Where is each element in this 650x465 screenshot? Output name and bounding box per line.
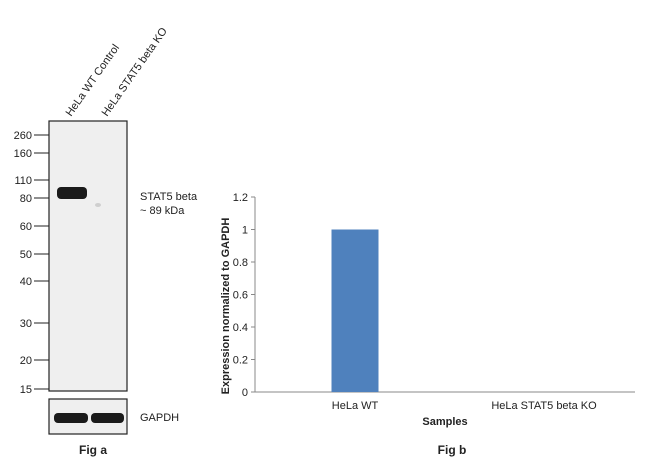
mw-marker-label: 260 xyxy=(14,130,32,142)
fig-b-caption: Fig b xyxy=(438,443,467,457)
fig-a-caption: Fig a xyxy=(79,443,107,457)
mw-marker-label: 15 xyxy=(20,384,32,396)
target-size-label: ~ 89 kDa xyxy=(140,205,185,217)
y-ticks: 0 0.2 0.4 0.6 0.8 1 1.2 xyxy=(233,192,255,399)
mw-marker-label: 160 xyxy=(14,148,32,160)
loading-control-label: GAPDH xyxy=(140,412,179,424)
mw-marker-label: 110 xyxy=(14,175,32,187)
bars xyxy=(331,229,379,392)
y-tick-label: 0.4 xyxy=(233,322,248,334)
western-blot-panel: HeLa WT Control HeLa STAT5 beta KO 260 16… xyxy=(14,25,198,457)
mw-marker-label: 20 xyxy=(20,355,32,367)
mw-marker-label: 50 xyxy=(20,249,32,261)
y-tick-label: 0 xyxy=(242,387,248,399)
y-tick-label: 0.6 xyxy=(233,290,248,302)
gapdh-band-wt xyxy=(54,413,88,423)
mw-marker-label: 80 xyxy=(20,193,32,205)
gapdh-band-ko xyxy=(91,413,124,423)
stat5-band-wt xyxy=(57,187,87,199)
y-tick-label: 1.2 xyxy=(233,192,248,204)
x-axis-label: Samples xyxy=(422,416,467,428)
y-tick-label: 1 xyxy=(242,225,248,237)
mw-marker-label: 60 xyxy=(20,221,32,233)
bar-chart-panel: 0 0.2 0.4 0.6 0.8 1 1.2 HeLa WT HeLa STAT5 beta… xyxy=(220,192,635,457)
mw-marker-label: 30 xyxy=(20,318,32,330)
target-label: STAT5 beta xyxy=(140,191,198,203)
y-axis-label: Expression normalized to GAPDH xyxy=(220,218,232,395)
mw-markers: 260 160 110 80 60 50 40 30 20 15 xyxy=(14,130,49,396)
bar-0 xyxy=(331,229,379,392)
y-tick-label: 0.8 xyxy=(233,257,248,269)
faint-band-ko xyxy=(95,203,101,207)
mw-marker-label: 40 xyxy=(20,276,32,288)
lane-labels: HeLa WT Control HeLa STAT5 beta KO xyxy=(64,25,171,119)
blot-membrane xyxy=(48,120,128,392)
y-tick-label: 0.2 xyxy=(233,355,248,367)
x-tick-label: HeLa WT xyxy=(332,400,379,412)
x-tick-labels: HeLa WT HeLa STAT5 beta KO xyxy=(332,400,597,412)
lane-label-ko: HeLa STAT5 beta KO xyxy=(100,25,171,119)
x-tick-label: HeLa STAT5 beta KO xyxy=(491,400,597,412)
